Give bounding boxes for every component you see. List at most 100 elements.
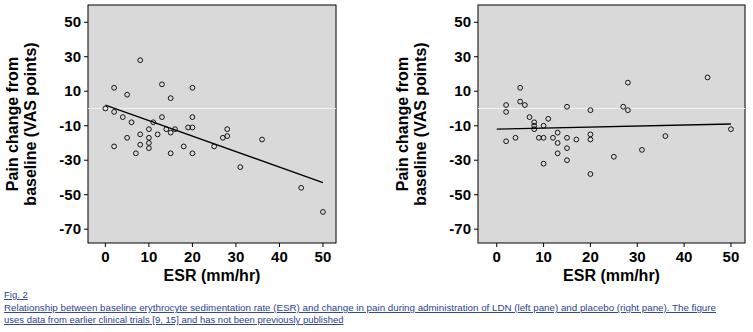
point <box>729 127 734 132</box>
x-tick-label: 40 <box>676 248 693 265</box>
point <box>536 135 541 140</box>
point <box>588 172 593 177</box>
y-tick-label: -10 <box>59 117 81 134</box>
point <box>112 144 117 149</box>
point <box>190 85 195 90</box>
reference-line <box>478 108 745 109</box>
point <box>112 110 117 115</box>
y-tick-label: -70 <box>449 220 471 237</box>
y-tick <box>474 125 478 126</box>
x-tick <box>590 243 591 247</box>
y-axis-title: baseline (VAS points) <box>412 42 429 205</box>
point <box>588 137 593 142</box>
y-axis-title: Pain change from <box>394 57 411 191</box>
point <box>532 127 537 132</box>
point <box>147 141 152 146</box>
point <box>504 139 509 144</box>
x-tick-label: 30 <box>228 248 245 265</box>
point <box>565 135 570 140</box>
y-tick-label: -70 <box>59 220 81 237</box>
x-tick <box>279 243 280 247</box>
y-tick <box>474 56 478 57</box>
y-tick-label: 50 <box>454 13 471 30</box>
y-tick-label: 10 <box>64 82 81 99</box>
figure: 50 30 10 -10 -30 -50 -70 0 10 20 30 40 50 ESR (mm/hr)… <box>0 0 753 332</box>
point <box>155 132 160 137</box>
y-tick <box>84 56 88 57</box>
x-tick <box>730 243 731 247</box>
point <box>555 141 560 146</box>
y-tick <box>84 125 88 126</box>
x-tick-label: 50 <box>723 248 740 265</box>
y-tick <box>84 229 88 230</box>
point <box>541 135 546 140</box>
point <box>640 147 645 152</box>
x-tick-label: 20 <box>582 248 599 265</box>
x-tick-label: 10 <box>141 248 158 265</box>
x-tick-label: 0 <box>493 248 501 265</box>
y-tick-label: -50 <box>59 186 81 203</box>
point <box>190 151 195 156</box>
panel: 503010-10-30-50-7001020304050ESR (mm/hr)… <box>394 5 745 284</box>
data-group <box>497 75 734 176</box>
point <box>522 103 527 108</box>
x-tick-label: 40 <box>271 248 288 265</box>
y-axis-title: Pain change from <box>4 57 21 191</box>
point <box>565 158 570 163</box>
point <box>190 115 195 120</box>
point <box>160 115 165 120</box>
y-tick <box>474 22 478 23</box>
y-tick-label: 50 <box>64 13 81 30</box>
y-tick-label: 10 <box>454 82 471 99</box>
trend-line <box>105 105 323 183</box>
point <box>518 85 523 90</box>
point <box>160 82 165 87</box>
point <box>299 185 304 190</box>
point <box>551 135 556 140</box>
point <box>238 165 243 170</box>
x-tick <box>148 243 149 247</box>
y-tick-label: 30 <box>64 48 81 65</box>
point <box>588 132 593 137</box>
point <box>546 116 551 121</box>
point <box>168 130 173 135</box>
x-tick <box>543 243 544 247</box>
point <box>527 115 532 120</box>
point <box>574 137 579 142</box>
point <box>611 154 616 159</box>
x-tick-label: 10 <box>535 248 552 265</box>
point <box>705 75 710 80</box>
x-tick-label: 20 <box>184 248 201 265</box>
figure-label: Fig. 2 <box>4 289 28 300</box>
y-tick <box>474 91 478 92</box>
y-axis-title: baseline (VAS points) <box>22 42 39 205</box>
x-tick <box>105 243 106 247</box>
point <box>504 110 509 115</box>
y-tick-label: -50 <box>449 186 471 203</box>
point <box>555 151 560 156</box>
y-tick <box>84 22 88 23</box>
point <box>138 132 143 137</box>
y-tick <box>474 229 478 230</box>
point <box>225 127 230 132</box>
x-tick <box>322 243 323 247</box>
x-tick <box>684 243 685 247</box>
point <box>112 85 117 90</box>
plot-area <box>478 5 745 243</box>
y-tick-label: -30 <box>59 151 81 168</box>
point <box>532 120 537 125</box>
point <box>147 146 152 151</box>
point <box>125 92 130 97</box>
y-tick-label: -30 <box>449 151 471 168</box>
point <box>103 106 108 111</box>
point <box>625 108 630 113</box>
point <box>260 137 265 142</box>
panel: 503010-10-30-50-7001020304050ESR (mm/hr)… <box>4 5 336 284</box>
point <box>625 80 630 85</box>
point <box>147 127 152 132</box>
x-tick <box>496 243 497 247</box>
x-axis-title: ESR (mm/hr) <box>164 267 261 284</box>
x-tick-label: 50 <box>315 248 332 265</box>
data-group <box>103 58 325 215</box>
point <box>555 130 560 135</box>
